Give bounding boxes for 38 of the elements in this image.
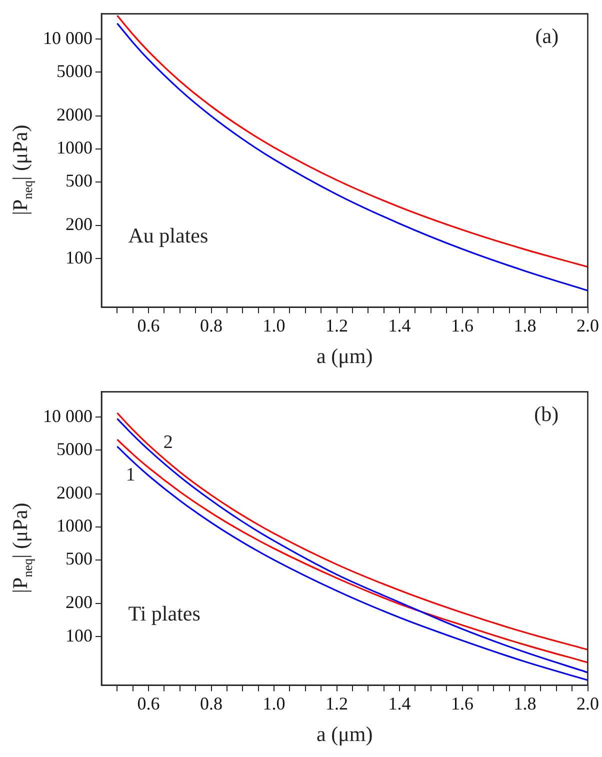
x-axis-title: a (μm) — [316, 722, 373, 746]
x-tick-label: 1.8 — [514, 316, 536, 336]
y-tick-label: 1000 — [56, 138, 92, 158]
x-axis-title: a (μm) — [316, 344, 373, 368]
x-tick-label: 1.0 — [262, 694, 286, 714]
x-tick-label: 0.6 — [137, 694, 160, 714]
x-tick-label: 1.8 — [514, 694, 536, 714]
annotation: 1 — [126, 464, 136, 486]
x-tick-label: 1.6 — [451, 316, 474, 336]
y-tick-label: 5000 — [56, 60, 92, 81]
y-tick-label: 10 000 — [43, 28, 92, 48]
y-tick-label: 200 — [66, 214, 92, 234]
annotation: Ti plates — [128, 601, 200, 626]
y-tick-label: 1000 — [56, 516, 92, 536]
y-tick-label: 2000 — [56, 104, 92, 125]
x-tick-label: 0.8 — [200, 694, 223, 714]
y-tick-label: 5000 — [56, 438, 92, 459]
y-tick-label: 100 — [66, 247, 92, 268]
x-tick-label: 1.2 — [326, 694, 348, 714]
annotation: Au plates — [128, 223, 208, 248]
x-tick-label: 1.4 — [388, 694, 411, 714]
y-tick-label: 2000 — [56, 482, 92, 503]
y-tick-label: 100 — [66, 625, 92, 646]
y-tick-label: 10 000 — [43, 406, 92, 426]
x-tick-label: 0.6 — [137, 316, 160, 336]
x-tick-label: 0.8 — [200, 316, 223, 336]
annotation: 2 — [163, 432, 173, 454]
x-tick-label: 1.0 — [262, 316, 286, 336]
x-tick-label: 2.0 — [576, 316, 599, 336]
annotation: (b) — [534, 402, 559, 426]
y-tick-label: 500 — [66, 170, 92, 191]
y-tick-label: 500 — [66, 548, 92, 569]
x-tick-label: 1.4 — [388, 316, 411, 336]
annotation: (a) — [535, 24, 559, 48]
x-tick-label: 1.6 — [451, 694, 474, 714]
x-tick-label: 1.2 — [326, 316, 348, 336]
x-tick-label: 2.0 — [576, 694, 599, 714]
y-tick-label: 200 — [66, 592, 92, 612]
